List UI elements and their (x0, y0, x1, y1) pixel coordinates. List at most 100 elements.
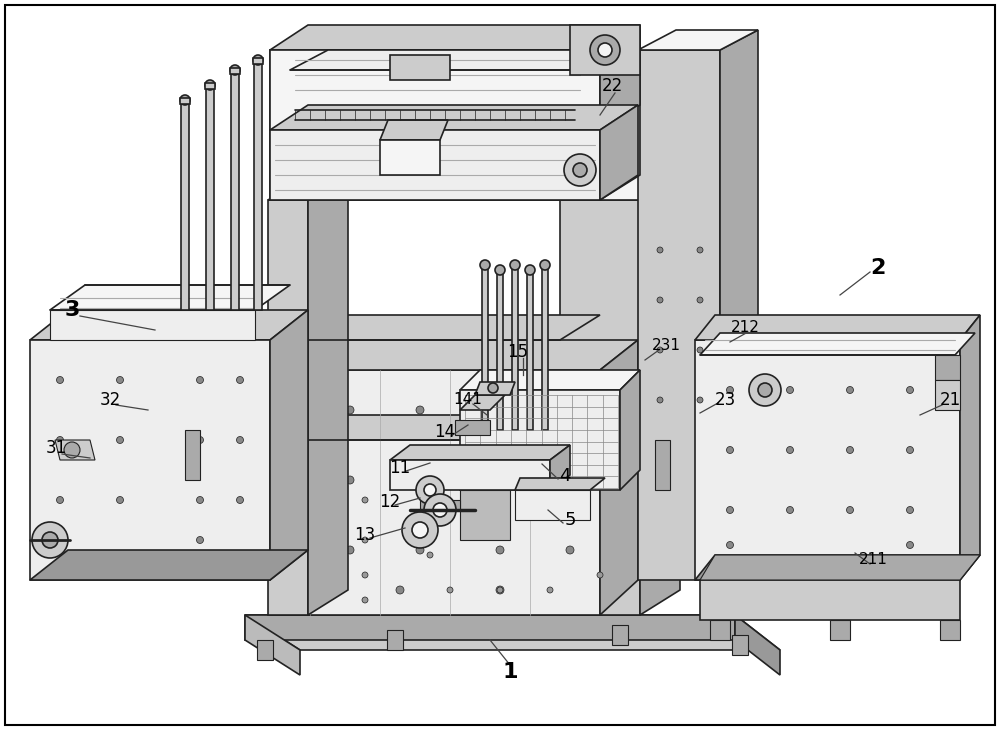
Polygon shape (245, 615, 300, 675)
Polygon shape (268, 200, 308, 615)
Text: 22: 22 (601, 77, 623, 95)
Text: 4: 4 (559, 467, 571, 485)
Polygon shape (732, 635, 748, 655)
Circle shape (447, 587, 453, 593)
Circle shape (56, 377, 64, 383)
Polygon shape (308, 315, 600, 340)
Circle shape (427, 552, 433, 558)
Circle shape (230, 65, 240, 75)
Circle shape (657, 247, 663, 253)
Circle shape (598, 43, 612, 57)
Circle shape (424, 494, 456, 526)
Polygon shape (30, 550, 308, 580)
Polygon shape (253, 58, 263, 64)
Circle shape (726, 507, 734, 513)
Circle shape (906, 542, 914, 548)
Polygon shape (387, 630, 403, 650)
Circle shape (402, 512, 438, 548)
Circle shape (237, 496, 244, 504)
Polygon shape (231, 70, 239, 310)
Polygon shape (460, 490, 510, 540)
Polygon shape (390, 460, 550, 490)
Polygon shape (206, 85, 214, 310)
Circle shape (496, 476, 504, 484)
Circle shape (116, 496, 124, 504)
Circle shape (846, 507, 854, 513)
Circle shape (362, 572, 368, 578)
Circle shape (540, 260, 550, 270)
Polygon shape (638, 50, 720, 580)
Polygon shape (940, 620, 960, 640)
Circle shape (416, 476, 444, 504)
Polygon shape (30, 310, 308, 340)
Polygon shape (570, 25, 640, 75)
Polygon shape (50, 310, 255, 340)
Circle shape (116, 377, 124, 383)
Circle shape (525, 265, 535, 275)
Circle shape (846, 447, 854, 453)
Circle shape (590, 35, 620, 65)
Text: 32: 32 (99, 391, 121, 409)
Circle shape (196, 437, 204, 444)
Polygon shape (600, 340, 638, 615)
Polygon shape (482, 265, 488, 430)
Text: 231: 231 (652, 337, 680, 353)
Text: 14: 14 (434, 423, 456, 441)
Polygon shape (830, 620, 850, 640)
Polygon shape (270, 105, 638, 130)
Circle shape (433, 503, 447, 517)
Circle shape (237, 437, 244, 444)
Polygon shape (700, 580, 960, 620)
Circle shape (497, 587, 503, 593)
Text: 141: 141 (454, 393, 482, 407)
Circle shape (306, 546, 314, 554)
Text: 13: 13 (354, 526, 376, 544)
Polygon shape (700, 333, 975, 355)
Circle shape (496, 546, 504, 554)
Polygon shape (270, 50, 308, 200)
Polygon shape (620, 370, 640, 490)
Polygon shape (497, 270, 503, 430)
Polygon shape (638, 30, 758, 50)
Circle shape (116, 437, 124, 444)
Polygon shape (245, 615, 780, 650)
Polygon shape (960, 315, 980, 580)
Text: 212: 212 (731, 320, 759, 336)
Circle shape (786, 447, 794, 453)
Circle shape (726, 386, 734, 393)
Polygon shape (935, 380, 960, 410)
Polygon shape (270, 130, 600, 200)
Circle shape (566, 406, 574, 414)
Circle shape (346, 546, 354, 554)
Polygon shape (290, 50, 618, 70)
Polygon shape (270, 370, 600, 615)
Circle shape (906, 507, 914, 513)
Polygon shape (390, 55, 450, 80)
Circle shape (362, 597, 368, 603)
Text: 5: 5 (564, 511, 576, 529)
Circle shape (32, 522, 68, 558)
Circle shape (424, 484, 436, 496)
Polygon shape (185, 430, 200, 480)
Circle shape (306, 586, 314, 594)
Circle shape (416, 406, 424, 414)
Polygon shape (695, 555, 980, 580)
Polygon shape (245, 615, 735, 640)
Polygon shape (268, 175, 348, 200)
Polygon shape (308, 415, 600, 440)
Polygon shape (308, 175, 348, 615)
Text: 211: 211 (859, 553, 887, 567)
Circle shape (362, 537, 368, 543)
Circle shape (510, 260, 520, 270)
Circle shape (597, 572, 603, 578)
Circle shape (496, 406, 504, 414)
Polygon shape (512, 265, 518, 430)
Polygon shape (390, 445, 570, 460)
Circle shape (758, 383, 772, 397)
Circle shape (42, 532, 58, 548)
Polygon shape (600, 105, 638, 200)
Circle shape (906, 386, 914, 393)
Circle shape (362, 497, 368, 503)
Polygon shape (270, 310, 308, 580)
Polygon shape (935, 355, 960, 380)
